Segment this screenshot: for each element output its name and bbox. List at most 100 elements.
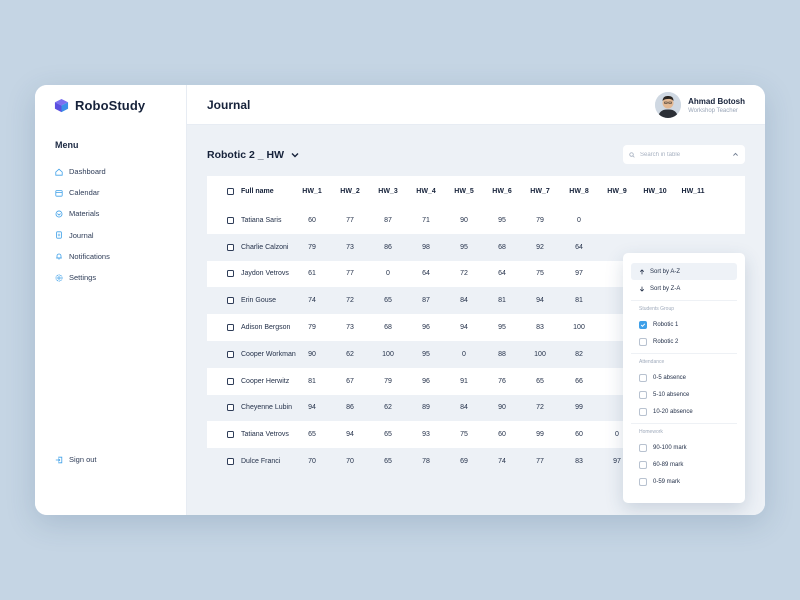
grade-cell: 83 [536, 324, 544, 332]
column-header[interactable]: HW_11 [681, 188, 705, 195]
filter-checkbox[interactable] [639, 337, 647, 346]
divider [631, 423, 737, 424]
grade-cell: 81 [498, 297, 506, 305]
filter-checkbox[interactable] [639, 407, 647, 416]
row-checkbox[interactable] [227, 297, 234, 305]
sort-za-option[interactable]: Sort by Z-A [631, 280, 737, 297]
signout-button[interactable]: Sign out [55, 455, 97, 464]
sidebar-item-dashboard[interactable]: Dashboard [55, 161, 175, 182]
sidebar-item-settings[interactable]: Settings [55, 267, 175, 288]
user-profile[interactable]: Ahmad Botosh Workshop Teacher [655, 92, 745, 118]
grade-cell: 91 [460, 377, 468, 385]
grade-cell: 100 [382, 350, 394, 358]
grade-cell: 71 [422, 216, 430, 224]
grade-cell: 81 [575, 297, 583, 305]
avatar[interactable] [655, 92, 682, 118]
grade-cell: 0 [386, 270, 390, 278]
chevron-up-icon[interactable] [732, 151, 739, 158]
grade-cell: 72 [460, 270, 468, 278]
sort-az-label: Sort by A-Z [650, 268, 681, 275]
sidebar-item-label: Calendar [69, 188, 100, 198]
grade-cell: 75 [460, 431, 468, 439]
filter-option[interactable]: Robotic 2 [623, 333, 745, 350]
student-name: Cheyenne Lubin [241, 404, 292, 412]
row-checkbox[interactable] [227, 243, 234, 251]
grade-cell: 76 [498, 377, 506, 385]
sort-az-option[interactable]: Sort by A-Z [631, 263, 737, 280]
row-checkbox[interactable] [227, 350, 234, 358]
grade-cell: 62 [346, 350, 354, 358]
grade-cell: 79 [384, 377, 392, 385]
filter-option[interactable]: Robotic 1 [623, 316, 745, 333]
grade-cell: 64 [422, 270, 430, 278]
filter-section-title: Attendance [639, 359, 665, 365]
grade-cell: 94 [308, 404, 316, 412]
sidebar-item-label: Journal [69, 230, 94, 240]
filter-option[interactable]: 90-100 mark [623, 439, 745, 456]
row-checkbox[interactable] [227, 431, 234, 439]
calendar-icon [55, 189, 63, 197]
row-checkbox[interactable] [227, 270, 234, 278]
filter-checkbox[interactable] [639, 443, 647, 452]
filter-checkbox[interactable] [639, 460, 647, 469]
signout-icon [55, 456, 63, 463]
grade-cell: 74 [498, 458, 506, 466]
grade-cell: 84 [460, 404, 468, 412]
filter-option[interactable]: 60-89 mark [623, 456, 745, 473]
filter-option[interactable]: 10-20 absence [623, 403, 745, 420]
row-checkbox[interactable] [227, 458, 234, 466]
sidebar-item-calendar[interactable]: Calendar [55, 182, 175, 203]
filter-option[interactable]: 0-59 mark [623, 473, 745, 490]
filter-option-label: Robotic 1 [653, 321, 679, 328]
group-selector[interactable]: Robotic 2 _ HW [207, 149, 300, 161]
brand-logo[interactable]: RoboStudy [54, 97, 145, 113]
grade-cell: 83 [575, 458, 583, 466]
page-title: Journal [207, 98, 251, 112]
filter-checkbox[interactable] [639, 390, 647, 399]
row-checkbox[interactable] [227, 324, 234, 332]
sidebar-item-label: Settings [69, 273, 97, 283]
grade-cell: 78 [422, 458, 430, 466]
grade-cell: 64 [498, 270, 506, 278]
sidebar-item-notifications[interactable]: Notifications [55, 246, 175, 267]
filter-option[interactable]: 5-10 absence [623, 386, 745, 403]
column-header[interactable]: HW_7 [530, 188, 550, 195]
grade-cell: 95 [498, 324, 506, 332]
student-name: Charlie Calzoni [241, 243, 289, 251]
column-header[interactable]: HW_8 [569, 188, 589, 195]
grade-cell: 66 [575, 377, 583, 385]
column-header[interactable]: HW_9 [607, 188, 627, 195]
row-checkbox[interactable] [227, 404, 234, 412]
grade-cell: 99 [536, 431, 544, 439]
filter-option-label: Robotic 2 [653, 338, 679, 345]
filter-option[interactable]: 0-5 absence [623, 369, 745, 386]
column-header[interactable]: HW_5 [454, 188, 474, 195]
grade-cell: 86 [346, 404, 354, 412]
divider [631, 300, 737, 301]
column-header[interactable]: HW_4 [416, 188, 436, 195]
row-checkbox[interactable] [227, 216, 234, 224]
user-name: Ahmad Botosh [688, 96, 745, 106]
select-all-checkbox[interactable] [227, 188, 234, 195]
search-box[interactable] [623, 145, 745, 164]
column-header[interactable]: Full name [241, 188, 274, 195]
column-header[interactable]: HW_1 [302, 188, 322, 195]
sidebar-item-journal[interactable]: Journal [55, 225, 175, 246]
search-input[interactable] [640, 151, 720, 158]
header: Journal Ahmad Botosh Workshop Teacher [187, 85, 765, 125]
grade-cell: 99 [575, 404, 583, 412]
filter-checkbox[interactable] [639, 477, 647, 486]
column-header[interactable]: HW_3 [378, 188, 398, 195]
grade-cell: 96 [422, 377, 430, 385]
sidebar-item-materials[interactable]: Materials [55, 203, 175, 224]
grade-cell: 65 [384, 297, 392, 305]
column-header[interactable]: HW_6 [492, 188, 512, 195]
filter-checkbox[interactable] [639, 320, 647, 329]
column-header[interactable]: HW_10 [643, 188, 667, 195]
sidebar: RoboStudy Menu Dashboard Calendar Materi… [35, 85, 187, 515]
row-checkbox[interactable] [227, 377, 234, 385]
chevron-down-icon [291, 153, 299, 158]
filter-checkbox[interactable] [639, 373, 647, 382]
arrow-down-icon [639, 286, 645, 292]
column-header[interactable]: HW_2 [340, 188, 360, 195]
